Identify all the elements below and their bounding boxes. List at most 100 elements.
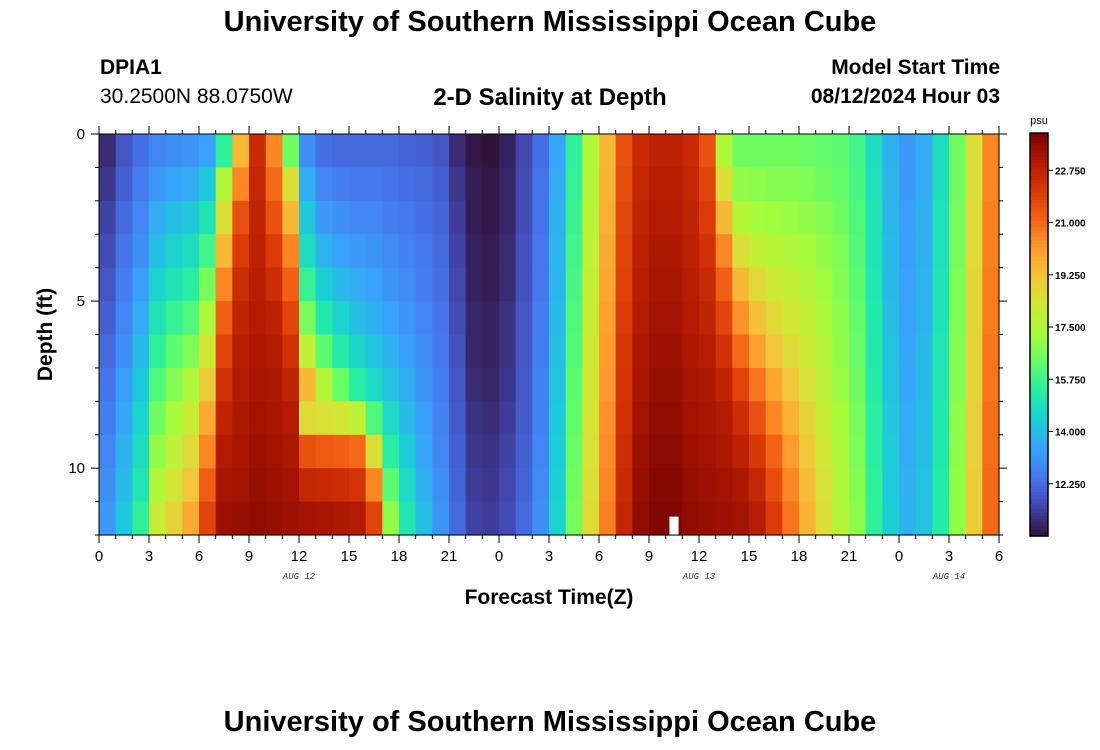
x-axis-title: Forecast Time(Z): [465, 586, 634, 609]
heatmap-cell: [732, 501, 750, 536]
colorbar-segment: [1030, 280, 1048, 285]
heatmap-cell: [615, 401, 633, 436]
heatmap-cell: [632, 334, 650, 369]
heatmap-cell: [665, 301, 683, 336]
heatmap-cell: [982, 434, 1000, 469]
heatmap-cell: [615, 134, 633, 169]
heatmap-cell: [499, 267, 517, 302]
heatmap-cell: [499, 434, 517, 469]
heatmap-cell: [915, 468, 933, 503]
colorbar-segment: [1030, 452, 1048, 456]
heatmap-cell: [265, 167, 283, 202]
heatmap-cell: [565, 401, 583, 436]
heatmap-cell: [549, 434, 567, 469]
heatmap-cell: [349, 301, 367, 336]
heatmap-cell: [982, 334, 1000, 369]
heatmap-cell: [265, 401, 283, 436]
heatmap-cell: [949, 468, 967, 503]
colorbar-segment: [1030, 156, 1048, 161]
heatmap-cell: [399, 501, 417, 536]
heatmap-cell: [165, 167, 183, 202]
heatmap-cell: [432, 267, 450, 302]
heatmap-cell: [782, 200, 800, 235]
heatmap-cell: [215, 267, 233, 302]
colorbar-segment: [1030, 341, 1048, 346]
heatmap-cell: [282, 434, 300, 469]
heatmap-cell: [849, 267, 867, 302]
missing-data-cell: [669, 516, 679, 535]
heatmap-cell: [599, 234, 617, 269]
heatmap-cell: [982, 501, 1000, 536]
colorbar-segment: [1030, 310, 1048, 315]
heatmap-cell: [149, 134, 167, 169]
heatmap-cell: [665, 200, 683, 235]
heatmap-cell: [515, 167, 533, 202]
heatmap-cell: [865, 301, 883, 336]
heatmap-cell: [465, 134, 483, 169]
heatmap-cell: [132, 434, 150, 469]
heatmap-cell: [749, 200, 767, 235]
heatmap-cell: [765, 367, 783, 402]
colorbar-segment: [1030, 327, 1048, 332]
heatmap-cell: [582, 501, 600, 536]
heatmap-cell: [682, 167, 700, 202]
heatmap-cell: [765, 501, 783, 536]
heatmap-cell: [799, 167, 817, 202]
heatmap-cell: [882, 301, 900, 336]
heatmap-cell: [282, 134, 300, 169]
heatmap-cell: [132, 367, 150, 402]
heatmap-cell: [615, 234, 633, 269]
heatmap-cell: [932, 434, 950, 469]
heatmap-cell: [399, 167, 417, 202]
colorbar-segment: [1030, 210, 1048, 215]
colorbar-segment: [1030, 418, 1048, 423]
heatmap-cell: [582, 200, 600, 235]
heatmap-cell: [449, 167, 467, 202]
heatmap-cell: [432, 200, 450, 235]
heatmap-cell: [415, 200, 433, 235]
heatmap-cell: [715, 367, 733, 402]
heatmap-cell: [732, 334, 750, 369]
colorbar-segment: [1030, 499, 1048, 504]
colorbar-segment: [1030, 364, 1048, 369]
heatmap-cell: [415, 267, 433, 302]
heatmap-cell: [499, 134, 517, 169]
heatmap-cell: [865, 468, 883, 503]
heatmap-cell: [815, 468, 833, 503]
heatmap-cell: [399, 334, 417, 369]
heatmap-cell: [249, 267, 267, 302]
heatmap-cell: [482, 367, 500, 402]
colorbar-segment: [1030, 472, 1048, 477]
colorbar-segment: [1030, 371, 1048, 376]
heatmap-cell: [549, 234, 567, 269]
heatmap-cell: [782, 367, 800, 402]
heatmap-cell: [749, 167, 767, 202]
heatmap-cell: [132, 301, 150, 336]
heatmap-cell: [99, 167, 117, 202]
heatmap-cell: [499, 234, 517, 269]
heatmap-cell: [699, 468, 717, 503]
heatmap-cell: [465, 167, 483, 202]
heatmap-cell: [915, 501, 933, 536]
heatmap-cell: [365, 367, 383, 402]
heatmap-cell: [265, 267, 283, 302]
heatmap-cell: [865, 267, 883, 302]
heatmap-cell: [532, 401, 550, 436]
heatmap-cell: [382, 234, 400, 269]
heatmap-cell: [382, 434, 400, 469]
x-tick-label: 0: [895, 548, 903, 565]
heatmap-cell: [849, 334, 867, 369]
heatmap-cell: [832, 334, 850, 369]
heatmap-cell: [382, 167, 400, 202]
heatmap-cell: [232, 401, 250, 436]
heatmap-cell: [899, 234, 917, 269]
heatmap-cell: [715, 200, 733, 235]
heatmap-cell: [415, 334, 433, 369]
heatmap-cell: [649, 501, 667, 536]
heatmap-cell: [282, 367, 300, 402]
heatmap-cell: [415, 134, 433, 169]
heatmap-cell: [599, 401, 617, 436]
heatmap-cell: [149, 200, 167, 235]
heatmap-cell: [149, 401, 167, 436]
colorbar-segment: [1030, 428, 1048, 433]
